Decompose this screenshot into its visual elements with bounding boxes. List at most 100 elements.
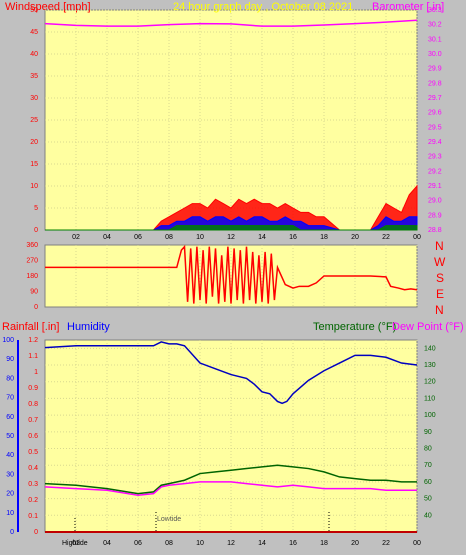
windspeed-series-0 bbox=[45, 184, 418, 231]
y-tick-baro-30.1: 30.1 bbox=[428, 36, 442, 43]
y-tick-rain-1: 1 bbox=[34, 369, 38, 376]
y-tick-dir-0: 0 bbox=[34, 304, 38, 311]
y-tick-rain-1.2: 1.2 bbox=[28, 337, 38, 344]
y-tick-baro-28.9: 28.9 bbox=[428, 212, 442, 219]
y-tick-dir-180: 180 bbox=[26, 273, 38, 280]
x-tick-top-20: 20 bbox=[351, 234, 359, 241]
humidity-line bbox=[44, 341, 418, 405]
wind-dir-label-e: E bbox=[436, 287, 444, 301]
rainfall-label: Rainfall [.in] bbox=[2, 321, 59, 333]
hightide-label: Hightide bbox=[62, 540, 88, 547]
y-tick-temp-60: 60 bbox=[424, 479, 432, 486]
x-tick-top-16: 16 bbox=[289, 234, 297, 241]
y-tick-hum-90: 90 bbox=[6, 356, 14, 363]
x-tick-top-18: 18 bbox=[320, 234, 328, 241]
y-tick-rain-0.1: 0.1 bbox=[28, 513, 38, 520]
y-tick-temp-80: 80 bbox=[424, 446, 432, 453]
x-tick-top-08: 08 bbox=[165, 234, 173, 241]
y-tick-baro-30.0: 30.0 bbox=[428, 51, 442, 58]
humidity-label: Humidity bbox=[67, 321, 110, 333]
dewpoint-label: Dew Point (°F) bbox=[392, 321, 464, 333]
y-tick-rain-0.3: 0.3 bbox=[28, 481, 38, 488]
x-tick-bottom-14: 14 bbox=[258, 540, 266, 547]
x-tick-bottom-02: 02 bbox=[72, 540, 80, 547]
x-tick-bottom-22: 22 bbox=[382, 540, 390, 547]
x-tick-bottom-00: 00 bbox=[413, 540, 421, 547]
wind-dir-label-n-bottom: N bbox=[435, 303, 444, 317]
y-tick-baro-29.3: 29.3 bbox=[428, 154, 442, 161]
y-tick-baro-29.2: 29.2 bbox=[428, 168, 442, 175]
y-tick-wind-0: 0 bbox=[34, 227, 38, 234]
y-tick-rain-0.4: 0.4 bbox=[28, 465, 38, 472]
y-tick-hum-30: 30 bbox=[6, 471, 14, 478]
x-tick-bottom-04: 04 bbox=[103, 540, 111, 547]
y-tick-baro-29.4: 29.4 bbox=[428, 139, 442, 146]
x-tick-bottom-06: 06 bbox=[134, 540, 142, 547]
y-tick-wind-10: 10 bbox=[30, 183, 38, 190]
y-tick-rain-0: 0 bbox=[34, 529, 38, 536]
y-tick-rain-0.6: 0.6 bbox=[28, 433, 38, 440]
y-tick-hum-10: 10 bbox=[6, 510, 14, 517]
y-tick-hum-70: 70 bbox=[6, 395, 14, 402]
y-tick-temp-140: 140 bbox=[424, 345, 436, 352]
y-tick-hum-100: 100 bbox=[2, 337, 14, 344]
y-tick-hum-0: 0 bbox=[10, 529, 14, 536]
x-tick-top-12: 12 bbox=[227, 234, 235, 241]
y-tick-baro-29.9: 29.9 bbox=[428, 66, 442, 73]
x-tick-top-06: 06 bbox=[134, 234, 142, 241]
windspeed-series-2 bbox=[45, 225, 418, 231]
y-tick-rain-0.8: 0.8 bbox=[28, 401, 38, 408]
y-tick-hum-50: 50 bbox=[6, 433, 14, 440]
x-tick-bottom-12: 12 bbox=[227, 540, 235, 547]
chart-marks: 0202040406060808101012121414161618182020… bbox=[2, 7, 441, 547]
y-tick-temp-50: 50 bbox=[424, 496, 432, 503]
y-tick-rain-0.7: 0.7 bbox=[28, 417, 38, 424]
windspeed-series-1 bbox=[45, 216, 418, 231]
wind-dir-label-s: S bbox=[436, 271, 444, 285]
y-tick-baro-29.0: 29.0 bbox=[428, 198, 442, 205]
y-tick-dir-360: 360 bbox=[26, 242, 38, 249]
x-tick-top-10: 10 bbox=[196, 234, 204, 241]
temperature-line bbox=[44, 464, 417, 495]
x-tick-top-00: 00 bbox=[413, 234, 421, 241]
x-tick-top-02: 02 bbox=[72, 234, 80, 241]
y-tick-temp-120: 120 bbox=[424, 379, 436, 386]
y-tick-wind-5: 5 bbox=[34, 205, 38, 212]
x-tick-bottom-08: 08 bbox=[165, 540, 173, 547]
y-tick-dir-90: 90 bbox=[30, 289, 38, 296]
barometer-line bbox=[44, 19, 418, 27]
y-tick-baro-28.8: 28.8 bbox=[428, 227, 442, 234]
y-tick-rain-0.5: 0.5 bbox=[28, 449, 38, 456]
y-tick-hum-40: 40 bbox=[6, 452, 14, 459]
wind-dir-label-n-top: N bbox=[435, 239, 444, 253]
lowtide-label: Lowtide bbox=[157, 516, 181, 523]
y-tick-baro-29.5: 29.5 bbox=[428, 124, 442, 131]
y-tick-wind-30: 30 bbox=[30, 95, 38, 102]
y-tick-baro-29.7: 29.7 bbox=[428, 95, 442, 102]
y-tick-baro-30.2: 30.2 bbox=[428, 22, 442, 29]
y-tick-temp-100: 100 bbox=[424, 412, 436, 419]
x-tick-top-04: 04 bbox=[103, 234, 111, 241]
y-tick-rain-0.2: 0.2 bbox=[28, 497, 38, 504]
y-tick-hum-80: 80 bbox=[6, 375, 14, 382]
x-tick-bottom-20: 20 bbox=[351, 540, 359, 547]
dewpoint-line bbox=[44, 481, 417, 497]
y-tick-wind-50: 50 bbox=[30, 7, 38, 14]
y-tick-baro-30.3: 30.3 bbox=[428, 7, 442, 14]
y-tick-wind-35: 35 bbox=[30, 73, 38, 80]
x-tick-bottom-16: 16 bbox=[289, 540, 297, 547]
temperature-label: Temperature (°F) bbox=[313, 321, 396, 333]
y-tick-temp-70: 70 bbox=[424, 462, 432, 469]
wind-dir-label-w: W bbox=[434, 255, 446, 269]
y-tick-baro-29.8: 29.8 bbox=[428, 80, 442, 87]
y-tick-rain-0.9: 0.9 bbox=[28, 385, 38, 392]
x-tick-bottom-18: 18 bbox=[320, 540, 328, 547]
y-tick-baro-29.6: 29.6 bbox=[428, 110, 442, 117]
y-tick-dir-270: 270 bbox=[26, 258, 38, 265]
y-tick-hum-60: 60 bbox=[6, 414, 14, 421]
y-tick-wind-25: 25 bbox=[30, 117, 38, 124]
wind-direction-line bbox=[45, 244, 418, 304]
chart-title: 24 hour graph day , October 08 2021 bbox=[173, 1, 353, 13]
y-tick-temp-90: 90 bbox=[424, 429, 432, 436]
